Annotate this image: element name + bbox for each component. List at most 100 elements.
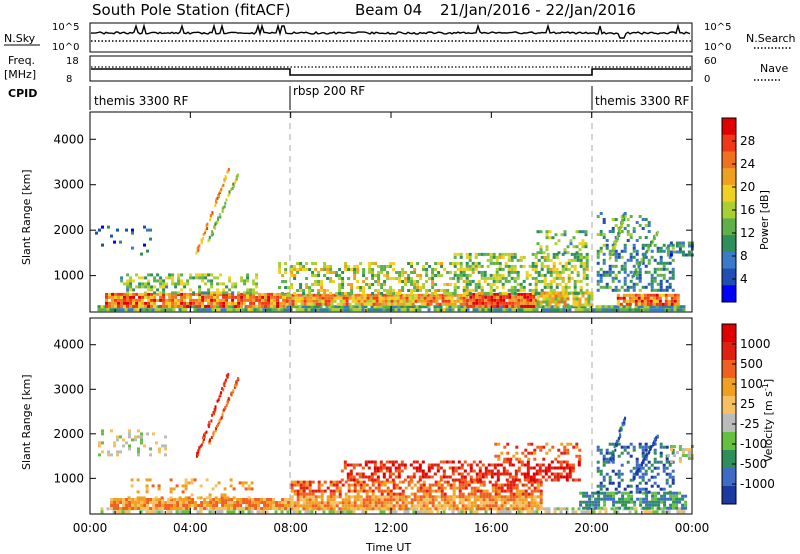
scatter-cell <box>462 302 466 306</box>
scatter-cell <box>636 468 639 472</box>
scatter-cell <box>385 305 389 309</box>
scatter-cell <box>647 490 651 494</box>
scatter-cell <box>658 296 662 300</box>
scatter-cell <box>527 492 531 496</box>
scatter-cell <box>541 308 545 312</box>
scatter-cell <box>673 299 677 303</box>
scatter-cell <box>356 504 360 508</box>
scatter-cell <box>569 239 573 243</box>
scatter-cell <box>135 304 139 308</box>
scatter-cell <box>673 302 677 306</box>
scatter-cell <box>513 279 517 283</box>
scatter-cell <box>502 460 506 464</box>
time-axis-label: Time UT <box>365 541 411 554</box>
scatter-cell <box>413 283 417 286</box>
scatter-cell <box>450 296 454 300</box>
scatter-cell <box>422 480 426 484</box>
scatter-cell <box>214 429 217 433</box>
scatter-cell <box>255 273 259 277</box>
scatter-cell <box>650 276 654 280</box>
scatter-cell <box>269 501 273 504</box>
scatter-cell <box>382 463 386 467</box>
scatter-cell <box>366 302 370 306</box>
scatter-cell <box>452 277 456 280</box>
scatter-cell <box>517 460 521 464</box>
scatter-cell <box>191 498 195 501</box>
scatter-cell <box>382 308 386 312</box>
scatter-cell <box>227 504 231 507</box>
scatter-cell <box>572 294 576 298</box>
scatter-cell <box>151 484 155 488</box>
scatter-cell <box>352 466 356 470</box>
scatter-cell <box>596 233 600 236</box>
colorbar-swatch <box>722 268 736 286</box>
scatter-cell <box>148 478 152 482</box>
scatter-cell <box>149 228 152 232</box>
scatter-cell <box>594 503 598 507</box>
scatter-cell <box>641 478 645 482</box>
scatter-cell <box>603 491 607 495</box>
scatter-cell <box>344 498 348 502</box>
scatter-cell <box>578 248 582 252</box>
scatter-cell <box>461 501 465 505</box>
scatter-cell <box>143 498 147 501</box>
scatter-cell <box>140 435 143 439</box>
scatter-cell <box>431 504 435 508</box>
scatter-cell <box>665 481 669 485</box>
scatter-cell <box>97 305 101 309</box>
scatter-cell <box>611 279 615 283</box>
scatter-cell <box>629 233 633 236</box>
scatter-cell <box>183 285 187 289</box>
scatter-cell <box>494 486 498 490</box>
scatter-cell <box>534 270 538 274</box>
scatter-cell <box>353 501 357 505</box>
scatter-cell <box>382 510 386 514</box>
scatter-cell <box>561 264 565 268</box>
scatter-cell <box>497 483 501 487</box>
scatter-cell <box>493 295 497 299</box>
scatter-cell <box>462 293 466 297</box>
scatter-cell <box>332 504 336 508</box>
scatter-cell <box>292 305 296 309</box>
scatter-cell <box>181 510 185 514</box>
scatter-cell <box>658 302 662 306</box>
scatter-cell <box>146 501 150 504</box>
scatter-cell <box>149 498 153 501</box>
scatter-cell <box>524 504 528 508</box>
scatter-cell <box>525 273 529 277</box>
scatter-cell <box>128 432 131 436</box>
scatter-cell <box>462 288 466 292</box>
scatter-cell <box>129 301 133 305</box>
scatter-cell <box>655 308 659 312</box>
scatter-cell <box>480 285 484 289</box>
scatter-cell <box>158 447 161 451</box>
scatter-cell <box>306 293 310 297</box>
scatter-cell <box>524 507 528 511</box>
scatter-cell <box>539 501 543 505</box>
cpid-segment-3: themis 3300 RF <box>595 94 689 108</box>
scatter-cell <box>684 503 688 507</box>
scatter-cell <box>352 308 356 312</box>
scatter-cell <box>451 466 455 470</box>
scatter-cell <box>216 298 220 302</box>
scatter-cell <box>424 510 428 514</box>
scatter-cell <box>643 456 646 460</box>
scatter-cell <box>134 435 137 439</box>
scatter-cell <box>681 451 685 454</box>
scatter-cell <box>475 510 479 514</box>
scatter-cell <box>661 302 665 306</box>
scatter-cell <box>517 466 521 470</box>
scatter-cell <box>650 445 653 448</box>
scatter-cell <box>403 308 407 312</box>
scatter-cell <box>127 496 131 500</box>
scatter-cell <box>372 302 376 306</box>
scatter-cell <box>427 510 431 514</box>
scatter-cell <box>331 308 335 312</box>
scatter-cell <box>161 501 165 504</box>
scatter-cell <box>497 507 501 511</box>
scatter-cell <box>575 445 579 449</box>
scatter-cell <box>453 255 457 259</box>
scatter-cell <box>280 510 284 514</box>
scatter-cell <box>568 469 572 473</box>
scatter-cell <box>502 469 506 473</box>
